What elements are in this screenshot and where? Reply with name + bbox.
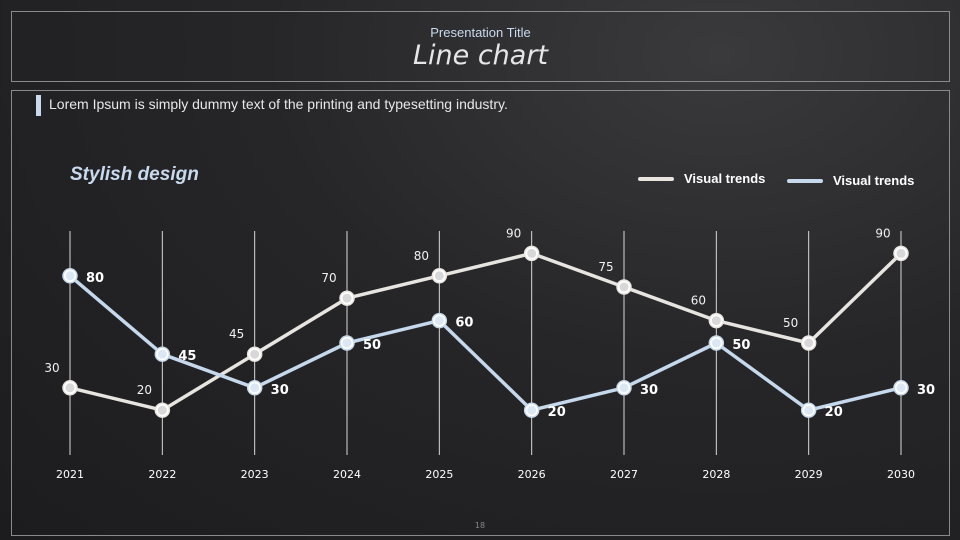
x-tick-label: 2021 <box>56 468 84 481</box>
description-accent-bar <box>36 95 41 116</box>
x-tick-label: 2026 <box>518 468 546 481</box>
x-tick-label: 2025 <box>425 468 453 481</box>
x-tick-label: 2030 <box>887 468 915 481</box>
content-frame <box>11 90 950 536</box>
data-point-inner <box>157 349 167 359</box>
data-label: 20 <box>137 383 152 397</box>
legend-item-series-1: Visual trends <box>638 171 765 186</box>
description-text: Lorem Ipsum is simply dummy text of the … <box>49 96 508 112</box>
legend-swatch <box>638 176 674 181</box>
x-tick-label: 2027 <box>610 468 638 481</box>
data-point-inner <box>711 338 721 348</box>
data-label: 45 <box>178 349 196 364</box>
data-point-inner <box>896 383 906 393</box>
data-point-inner <box>157 405 167 415</box>
data-point-inner <box>619 383 629 393</box>
header-frame: Presentation Title Line chart <box>11 11 950 82</box>
x-tick-label: 2029 <box>795 468 823 481</box>
data-point-inner <box>434 316 444 326</box>
data-label: 30 <box>44 361 59 375</box>
data-label: 60 <box>455 316 473 331</box>
data-label: 50 <box>732 338 750 353</box>
page-number: 18 <box>474 521 486 530</box>
data-label: 30 <box>271 383 289 398</box>
x-tick-label: 2023 <box>241 468 269 481</box>
legend-swatch <box>787 178 823 183</box>
data-label: 90 <box>875 226 890 240</box>
data-label: 75 <box>598 260 613 274</box>
data-point-inner <box>65 271 75 281</box>
data-point-inner <box>804 338 814 348</box>
data-label: 50 <box>783 316 798 330</box>
legend-item-series-2: Visual trends <box>787 173 914 188</box>
data-label: 80 <box>414 249 429 263</box>
data-label: 80 <box>86 271 104 286</box>
series-line-2 <box>68 274 902 412</box>
data-label: 30 <box>917 383 935 398</box>
x-tick-label: 2024 <box>333 468 361 481</box>
data-point-inner <box>804 405 814 415</box>
data-label: 20 <box>548 405 566 420</box>
data-point-inner <box>711 316 721 326</box>
data-label: 45 <box>229 327 244 341</box>
data-label: 50 <box>363 338 381 353</box>
data-point-inner <box>896 248 906 258</box>
legend-label: Visual trends <box>833 173 915 188</box>
x-tick-label: 2022 <box>148 468 176 481</box>
data-point-inner <box>250 349 260 359</box>
data-point-inner <box>250 383 260 393</box>
data-label: 20 <box>825 405 843 420</box>
data-label: 60 <box>691 294 706 308</box>
legend-label: Visual trends <box>684 171 766 186</box>
data-point-inner <box>342 293 352 303</box>
chart-subtitle: Stylish design <box>70 164 199 185</box>
data-label: 70 <box>321 271 336 285</box>
data-point-inner <box>527 248 537 258</box>
series-line-1 <box>69 251 903 412</box>
data-point-inner <box>65 383 75 393</box>
data-label: 30 <box>640 383 658 398</box>
data-point-inner <box>434 271 444 281</box>
x-tick-label: 2028 <box>702 468 730 481</box>
data-point-inner <box>527 405 537 415</box>
data-label: 90 <box>506 226 521 240</box>
presentation-title: Presentation Title <box>430 25 531 40</box>
slide-title: Line chart <box>412 40 549 71</box>
data-point-inner <box>342 338 352 348</box>
data-point-inner <box>619 282 629 292</box>
